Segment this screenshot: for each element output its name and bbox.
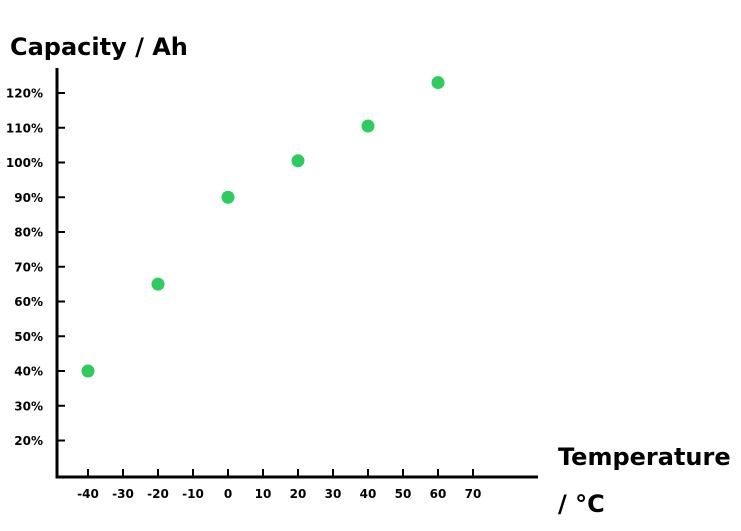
y-tick-label: 90% (14, 191, 43, 205)
data-point (151, 277, 165, 291)
y-tick-label: 70% (14, 260, 43, 274)
data-point (431, 76, 445, 90)
y-axis-label: Capacity / Ah (10, 33, 188, 61)
x-tick-label: 50 (395, 487, 412, 501)
x-tick-label: -40 (77, 487, 99, 501)
x-tick-label: 40 (360, 487, 377, 501)
y-tick-label: 110% (6, 121, 43, 135)
data-point (81, 364, 95, 378)
y-tick-label: 60% (14, 295, 43, 309)
x-axis-label-line2: / °C (558, 490, 605, 518)
y-tick-label: 80% (14, 226, 43, 240)
y-tick-label: 30% (14, 399, 43, 413)
data-point (291, 154, 305, 168)
y-tick-label: 50% (14, 330, 43, 344)
y-tick-label: 40% (14, 365, 43, 379)
data-points (81, 76, 445, 378)
x-tick-label: -20 (147, 487, 169, 501)
x-tick-label: 20 (290, 487, 307, 501)
x-axis-label-line1: Temperature (558, 443, 731, 471)
x-tick-label: 60 (430, 487, 447, 501)
x-tick-label: -30 (112, 487, 134, 501)
x-tick-label: 30 (325, 487, 342, 501)
y-tick-label: 100% (6, 156, 43, 170)
data-point (221, 190, 235, 204)
y-tick-label: 120% (6, 87, 43, 101)
x-tick-label: -10 (182, 487, 204, 501)
x-tick-label: 0 (224, 487, 232, 501)
x-ticks: -40 -30 -20 -10 0 10 20 30 40 50 60 70 (77, 469, 481, 501)
y-tick-label: 20% (14, 434, 43, 448)
x-tick-label: 70 (465, 487, 482, 501)
y-ticks: 20% 30% 40% 50% 60% 70% 80% 90% 100% 110% 120% (6, 87, 65, 448)
data-point (361, 119, 375, 133)
x-tick-label: 10 (255, 487, 272, 501)
